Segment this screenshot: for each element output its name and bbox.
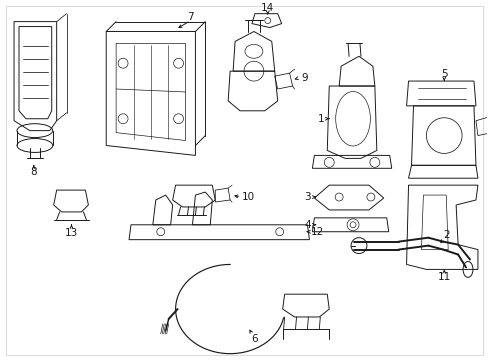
Text: 9: 9 — [301, 73, 307, 83]
Circle shape — [349, 222, 355, 228]
Text: 3: 3 — [304, 192, 310, 202]
Text: 4: 4 — [304, 220, 310, 230]
Text: 14: 14 — [261, 3, 274, 13]
Text: 11: 11 — [437, 272, 450, 282]
Text: 10: 10 — [241, 192, 254, 202]
Text: 6: 6 — [251, 334, 258, 344]
Text: 7: 7 — [187, 12, 193, 22]
Text: 13: 13 — [65, 228, 78, 238]
Text: 1: 1 — [317, 114, 324, 124]
Text: 12: 12 — [310, 227, 324, 237]
Text: 5: 5 — [440, 69, 447, 79]
Text: 2: 2 — [442, 230, 448, 240]
Text: 8: 8 — [30, 167, 37, 177]
